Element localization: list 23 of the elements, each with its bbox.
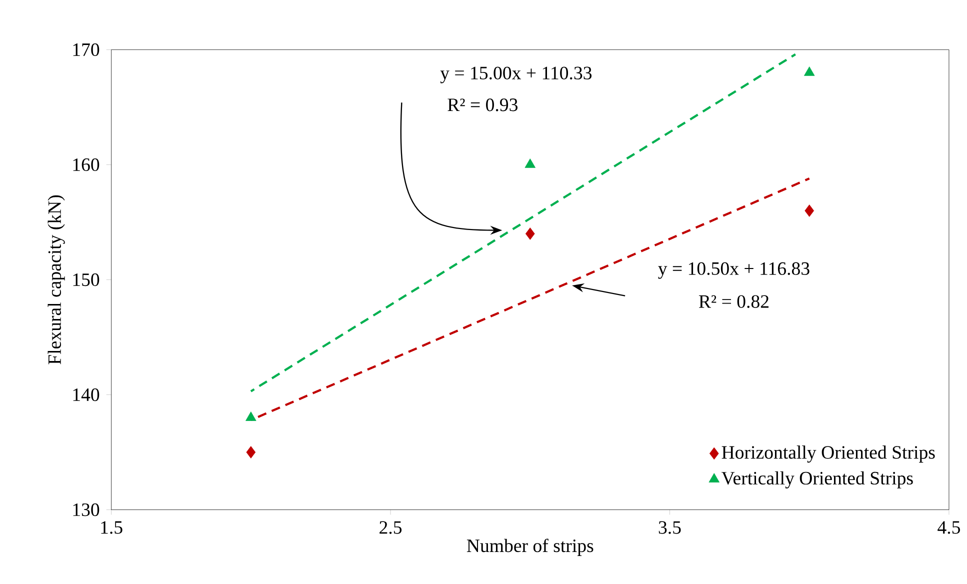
legend-label: Horizontally Oriented Strips <box>722 445 935 462</box>
point <box>246 411 256 421</box>
x-tick-label: 4.5 <box>938 521 960 534</box>
x-tick-label: 1.5 <box>101 521 122 534</box>
annotation: y = 10.50x + 116.83 <box>658 262 810 279</box>
annotation: R² = 0.82 <box>698 295 768 308</box>
legend-label: Vertically Oriented Strips <box>721 471 913 488</box>
point <box>524 158 536 168</box>
x-axis-title: Number of strips <box>466 538 594 556</box>
y-axis-title: Flexural capacity (kN) <box>48 195 65 364</box>
point <box>525 227 535 240</box>
x-tick-label: 3.5 <box>658 521 681 534</box>
point <box>804 66 815 76</box>
point <box>804 204 814 217</box>
y-tick-label: 160 <box>73 158 100 171</box>
annotation: R² = 0.93 <box>448 98 518 112</box>
y-tick-label: 140 <box>73 388 100 401</box>
point <box>246 446 256 458</box>
x-tick-label: 2.5 <box>380 521 402 534</box>
annotation: y = 15.00x + 110.33 <box>440 66 592 84</box>
y-tick-label: 130 <box>73 503 100 516</box>
y-tick-label: 150 <box>73 273 100 286</box>
y-tick-label: 170 <box>73 43 100 56</box>
